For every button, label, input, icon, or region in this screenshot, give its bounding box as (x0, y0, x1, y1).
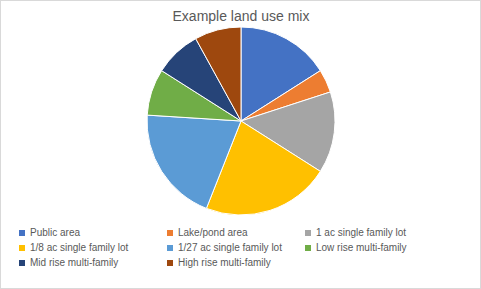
svg-text:Example land use mix: Example land use mix (173, 8, 310, 24)
html-text:1 ac single family lot: 1 ac single family lot (316, 227, 406, 238)
html-text:High rise multi-family: High rise multi-family (178, 257, 271, 268)
html-text:1/27 ac single family lot: 1/27 ac single family lot (178, 242, 282, 253)
html-text:Lake/pond area: Lake/pond area (178, 227, 248, 238)
html-text:Mid rise multi-family: Mid rise multi-family (30, 257, 119, 268)
html-text:1/8 ac single family lot: 1/8 ac single family lot (30, 242, 129, 253)
html-text:Low rise multi-family: Low rise multi-family (316, 242, 407, 253)
html-text:Public area: Public area (30, 227, 80, 238)
